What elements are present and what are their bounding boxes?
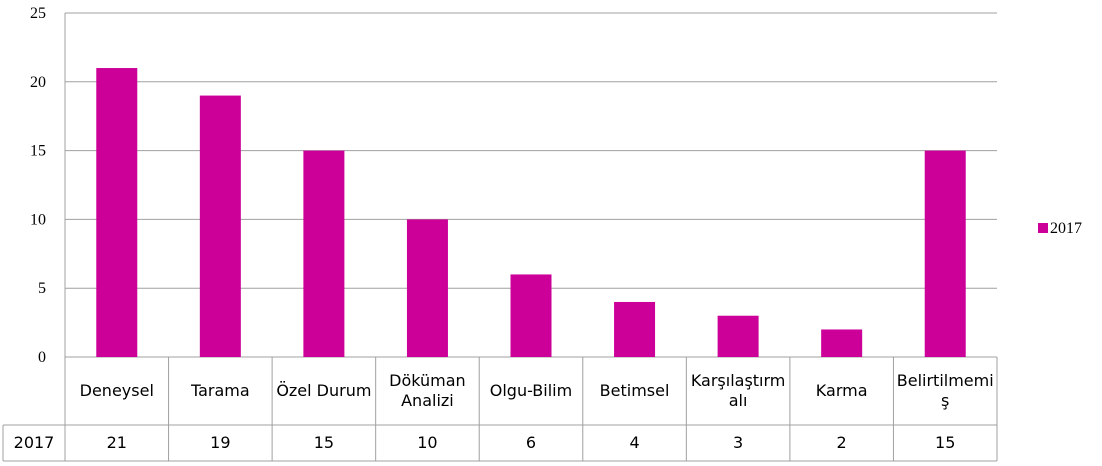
bar <box>199 95 241 357</box>
y-tick-label: 5 <box>38 280 46 297</box>
legend-swatch <box>1038 223 1048 233</box>
table-value: 10 <box>417 433 438 452</box>
bar <box>924 150 966 357</box>
bar <box>510 274 552 357</box>
x-tick-label: Deneysel <box>79 381 154 400</box>
table-value: 21 <box>106 433 127 452</box>
x-tick-label: Karşılaştırmalı <box>690 371 786 410</box>
y-tick-label: 20 <box>30 74 46 91</box>
x-tick-label: Döküman Analizi <box>389 371 466 410</box>
table-row-header: 2017 <box>13 433 55 452</box>
bar <box>96 68 138 357</box>
table-value: 19 <box>210 433 231 452</box>
y-tick-label: 25 <box>30 5 46 22</box>
x-tick-label: Betimsel <box>599 381 670 400</box>
bar <box>614 301 656 357</box>
bar <box>717 315 759 357</box>
y-tick-label: 15 <box>30 143 46 160</box>
legend-label: 2017 <box>1050 220 1082 237</box>
y-tick-label: 10 <box>30 211 46 228</box>
bar <box>821 329 863 357</box>
x-tick-label: Belirtilmemiş <box>896 371 994 410</box>
x-tick-label: Özel Durum <box>276 381 372 400</box>
table-value: 3 <box>733 433 744 452</box>
bar <box>406 219 448 357</box>
table-value: 15 <box>935 433 956 452</box>
table-value: 6 <box>525 433 537 452</box>
x-tick-label: Olgu-Bilim <box>489 381 573 400</box>
y-tick-label: 0 <box>38 349 46 366</box>
x-tick-label: Karma <box>815 381 868 400</box>
table-value: 15 <box>313 433 335 452</box>
bar <box>303 150 345 357</box>
table-value: 4 <box>629 433 640 452</box>
table-value: 2 <box>836 433 847 452</box>
x-tick-label: Tarama <box>190 381 250 400</box>
